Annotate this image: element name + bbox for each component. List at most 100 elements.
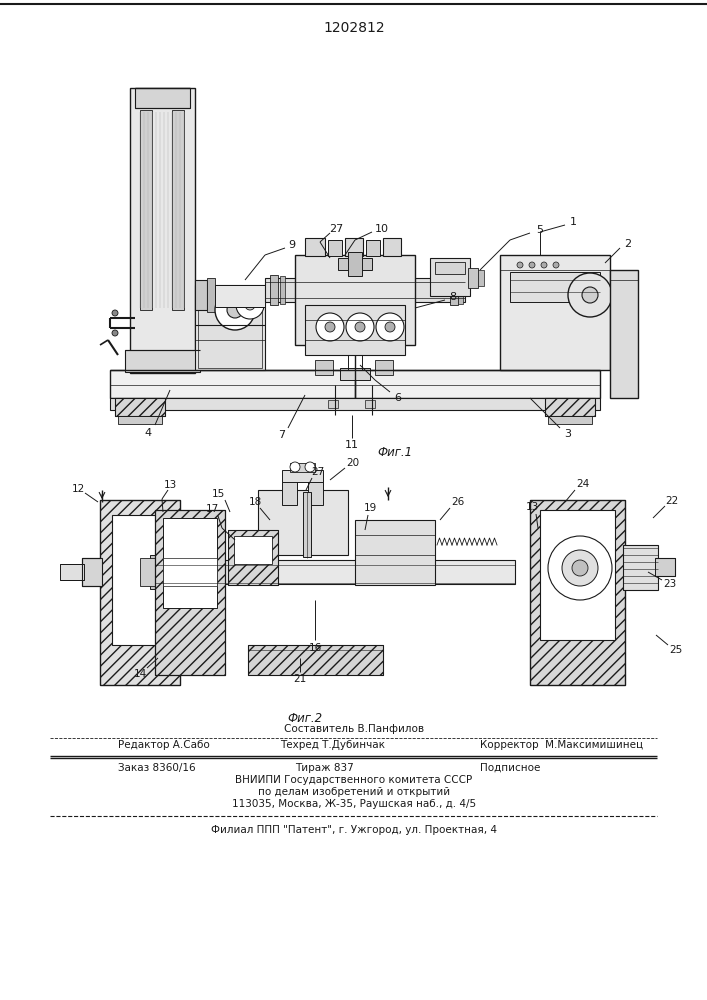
Circle shape	[517, 262, 523, 268]
Text: 26: 26	[451, 497, 464, 507]
Bar	[305, 305, 405, 355]
Bar	[207, 278, 215, 312]
Bar	[198, 288, 262, 306]
Text: 14: 14	[134, 669, 146, 679]
Circle shape	[215, 290, 255, 330]
Bar	[118, 416, 162, 424]
Text: Фиг.2: Фиг.2	[288, 712, 322, 724]
Circle shape	[376, 313, 404, 341]
Bar	[248, 645, 383, 675]
Text: 23: 23	[663, 579, 677, 589]
Bar	[366, 240, 380, 256]
Circle shape	[385, 322, 395, 332]
Text: 18: 18	[248, 497, 262, 507]
Circle shape	[562, 550, 598, 586]
Bar	[468, 268, 478, 288]
Bar	[265, 278, 465, 302]
Text: 113035, Москва, Ж-35, Раушская наб., д. 4/5: 113035, Москва, Ж-35, Раушская наб., д. …	[232, 799, 476, 809]
Bar	[60, 564, 84, 580]
Bar	[135, 88, 190, 108]
Circle shape	[582, 287, 598, 303]
Bar	[280, 276, 285, 304]
Bar	[125, 350, 200, 372]
Text: 1202812: 1202812	[323, 21, 385, 35]
Bar	[228, 530, 278, 585]
Bar	[338, 258, 372, 270]
Bar	[270, 275, 278, 305]
Bar	[623, 545, 658, 590]
Bar	[163, 558, 217, 586]
Text: 24: 24	[576, 479, 590, 489]
Bar	[110, 370, 600, 398]
Bar	[450, 275, 458, 305]
Text: 4: 4	[144, 428, 151, 438]
Bar	[305, 238, 325, 256]
Text: 19: 19	[363, 503, 377, 513]
Circle shape	[305, 462, 315, 472]
Text: 21: 21	[293, 674, 307, 684]
Circle shape	[236, 291, 264, 319]
Bar	[500, 255, 610, 370]
Bar	[155, 510, 225, 675]
Text: Редактор А.Сабо: Редактор А.Сабо	[118, 740, 210, 750]
Text: 9: 9	[288, 240, 296, 250]
Text: Подписное: Подписное	[480, 763, 540, 773]
Bar	[375, 360, 393, 375]
Text: Составитель В.Панфилов: Составитель В.Панфилов	[284, 724, 424, 734]
Circle shape	[572, 560, 588, 576]
Circle shape	[568, 273, 612, 317]
Circle shape	[245, 300, 255, 310]
Circle shape	[355, 322, 365, 332]
Bar	[130, 88, 195, 373]
Text: 27: 27	[329, 224, 343, 234]
Bar	[295, 255, 415, 345]
Text: 27: 27	[311, 467, 325, 477]
Bar	[290, 463, 315, 472]
Bar	[82, 558, 102, 586]
Circle shape	[346, 313, 374, 341]
Text: 25: 25	[670, 645, 683, 655]
Text: 10: 10	[375, 224, 389, 234]
Text: 13: 13	[163, 480, 177, 490]
Bar	[430, 258, 470, 296]
Circle shape	[553, 262, 559, 268]
Bar	[540, 510, 615, 640]
Text: Корректор  М.Максимишинец: Корректор М.Максимишинец	[480, 740, 643, 750]
Text: 16: 16	[308, 643, 322, 653]
Circle shape	[548, 536, 612, 600]
Bar	[282, 470, 323, 482]
Bar	[458, 276, 463, 304]
Bar	[328, 400, 338, 408]
Bar	[340, 368, 370, 380]
Bar	[655, 558, 675, 576]
Text: Заказ 8360/16: Заказ 8360/16	[118, 763, 196, 773]
Text: 11: 11	[345, 440, 359, 450]
Text: 8: 8	[450, 292, 457, 302]
Bar	[195, 280, 207, 310]
Bar	[155, 560, 515, 584]
Text: 13: 13	[525, 502, 539, 512]
Circle shape	[290, 462, 300, 472]
Bar	[530, 500, 625, 685]
Bar	[228, 530, 278, 585]
Circle shape	[112, 330, 118, 336]
Circle shape	[112, 310, 118, 316]
Bar	[248, 645, 383, 675]
Bar	[115, 398, 165, 416]
Text: Филиал ППП "Патент", г. Ужгород, ул. Проектная, 4: Филиал ППП "Патент", г. Ужгород, ул. Про…	[211, 825, 497, 835]
Bar	[215, 285, 265, 307]
Bar	[383, 238, 401, 256]
Bar	[172, 110, 184, 310]
Bar	[234, 536, 272, 564]
Bar	[112, 515, 168, 645]
Bar	[100, 500, 180, 685]
Text: 20: 20	[346, 458, 360, 468]
Text: 17: 17	[205, 504, 218, 514]
Bar	[258, 490, 348, 555]
Text: 2: 2	[624, 239, 631, 249]
Bar	[365, 400, 375, 408]
Bar	[155, 510, 225, 675]
Bar	[198, 308, 262, 368]
Text: Тираж 837: Тираж 837	[295, 763, 354, 773]
Bar	[140, 558, 156, 586]
